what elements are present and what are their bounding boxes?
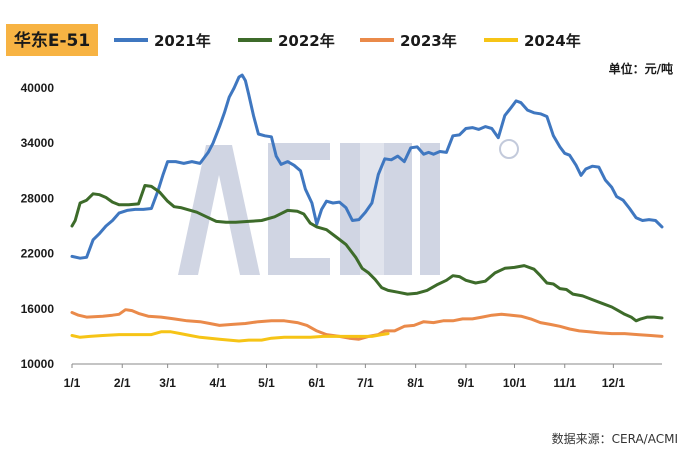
- x-tick-label: 6/1: [308, 376, 325, 390]
- title-badge: [6, 24, 98, 56]
- y-axis: 10000 16000 22000 28000 34000 40000: [21, 81, 55, 371]
- unit-label: 单位：元/吨: [609, 61, 673, 76]
- legend-label: 2021年: [154, 32, 211, 50]
- series-line-2023年: [70, 308, 664, 341]
- chart-title: 华东E-51: [14, 30, 90, 51]
- legend-label: 2023年: [400, 32, 457, 50]
- watermark-logo: [178, 139, 519, 275]
- x-tick-label: 11/1: [553, 376, 576, 390]
- x-tick-label: 2/1: [114, 376, 131, 390]
- legend-label: 2024年: [524, 32, 581, 50]
- y-tick-label: 16000: [21, 302, 55, 316]
- x-tick-label: 10/1: [503, 376, 527, 390]
- x-tick-label: 3/1: [159, 376, 176, 390]
- x-tick-label: 9/1: [458, 376, 475, 390]
- series-lines: [70, 73, 664, 343]
- y-tick-label: 40000: [21, 81, 55, 95]
- x-tick-label: 1/1: [64, 376, 81, 390]
- x-tick-label: 4/1: [210, 376, 227, 390]
- x-tick-label: 12/1: [602, 376, 626, 390]
- legend: 2021年 2022年 2023年 2024年: [114, 32, 581, 50]
- x-axis: 1/1 2/1 3/1 4/1 5/1 6/1 7/1 8/1 9/1 10/1 11/1 12/1: [64, 363, 662, 390]
- x-tick-label: 7/1: [357, 376, 374, 390]
- series-line-2021年: [70, 73, 664, 260]
- series-line-2022年: [70, 184, 664, 323]
- y-tick-label: 34000: [21, 136, 55, 150]
- y-tick-label: 10000: [21, 357, 55, 371]
- y-tick-label: 22000: [21, 247, 55, 261]
- legend-label: 2022年: [278, 32, 335, 50]
- source-note: 数据来源：CERA/ACMI: [552, 431, 678, 446]
- x-tick-label: 8/1: [407, 376, 424, 390]
- y-tick-label: 28000: [21, 191, 55, 205]
- series-line-2024年: [70, 330, 390, 343]
- x-tick-label: 5/1: [258, 376, 275, 390]
